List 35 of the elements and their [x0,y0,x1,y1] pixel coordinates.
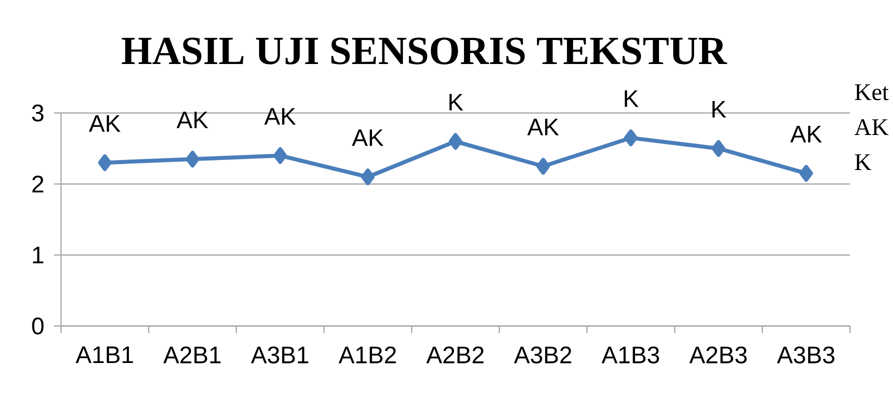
y-tick-label: 0 [32,318,44,334]
point [624,129,638,146]
y-tick-label: 1 [33,246,44,264]
point [799,164,813,182]
x-tick-label: A3B1 [250,346,308,364]
x-tick-label: A2B3 [689,346,747,364]
data-label: AK [88,115,121,132]
data-label: K [449,94,464,110]
point [712,140,726,157]
y-tick-label: 2 [32,176,44,192]
x-tick-label: A3B2 [514,346,572,364]
x-tick-label: A3B3 [776,346,834,364]
y-tick-label: 3 [32,104,44,122]
data-label: K [712,101,726,118]
x-tick-label: A1B3 [602,346,660,364]
x-tick-label: A1B1 [76,346,133,363]
data-label: AK [264,108,296,125]
point [273,147,287,164]
data-label: AK [790,126,822,142]
data-label: AK [352,129,384,146]
x-tick-label: A1B2 [338,346,396,364]
point [98,154,112,172]
text: Ket [854,84,889,100]
point [186,150,200,168]
text: K [854,154,872,170]
chart-title: HASIL UJI SENSORIS TEKSTUR [122,38,728,64]
text: AK [854,119,888,135]
data-label: AK [527,118,559,136]
data-label: K [624,90,639,107]
point [361,168,375,186]
x-tick-label: A2B1 [163,346,221,364]
point [536,158,550,175]
data-label: AK [176,112,208,128]
point [448,133,462,150]
x-tick-label: A2B2 [426,346,484,364]
